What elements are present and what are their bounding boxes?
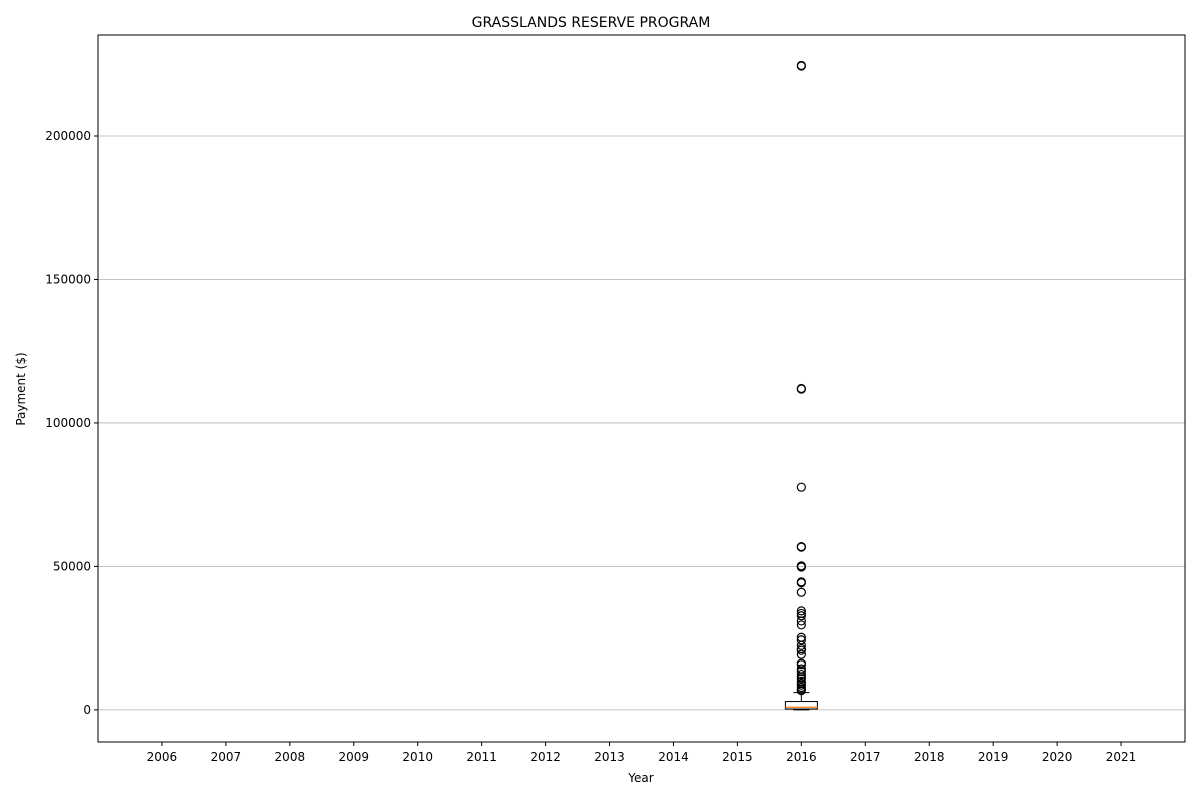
outlier-point <box>796 667 806 677</box>
x-tick-label: 2021 <box>1106 750 1137 764</box>
plot-frame <box>97 34 1186 743</box>
x-axis-label: Year <box>627 771 653 785</box>
outlier-point <box>796 645 806 655</box>
outlier-point <box>796 680 806 690</box>
x-tick-label: 2009 <box>338 750 369 764</box>
x-tick-label: 2013 <box>594 750 625 764</box>
x-tick-label: 2018 <box>914 750 945 764</box>
outlier-point <box>796 660 806 670</box>
outlier-point <box>796 611 806 621</box>
outlier-point <box>796 482 806 492</box>
x-tick-label: 2014 <box>658 750 689 764</box>
outlier-point <box>796 686 806 696</box>
boxplots <box>784 60 818 711</box>
outlier-point <box>796 669 806 680</box>
y-tick-label: 0 <box>83 703 91 717</box>
y-axis-label: Payment ($) <box>14 352 28 425</box>
x-tick-label: 2008 <box>275 750 306 764</box>
outlier-point <box>796 384 806 394</box>
x-tick-label: 2015 <box>722 750 753 764</box>
outlier-point <box>796 674 806 684</box>
outlier-point <box>796 562 806 572</box>
outlier-point <box>796 587 806 597</box>
x-tick-label: 2010 <box>402 750 433 764</box>
chart-title: GRASSLANDS RESERVE PROGRAM <box>472 15 711 31</box>
outlier-point <box>796 616 806 626</box>
outlier-point <box>796 578 806 588</box>
y-tick-label: 150000 <box>45 272 91 286</box>
y-tick-label: 200000 <box>45 129 91 143</box>
x-axis-ticks: 2006 2007 2008 2009 2010 2011 2012 2013 2014 2015… <box>147 742 1137 764</box>
x-tick-label: 2006 <box>147 750 178 764</box>
y-tick-label: 50000 <box>53 559 91 573</box>
x-tick-label: 2011 <box>466 750 497 764</box>
outlier-point <box>796 635 806 645</box>
x-tick-label: 2017 <box>850 750 881 764</box>
outlier-point <box>796 620 806 630</box>
iqr-box <box>784 701 818 710</box>
y-tick-label: 100000 <box>45 416 91 430</box>
gridlines <box>98 135 1185 711</box>
outlier-point <box>796 606 806 616</box>
outlier-point <box>796 640 806 650</box>
y-axis-ticks: 0 50000 100000 150000 200000 <box>45 129 98 717</box>
x-tick-label: 2016 <box>786 750 817 764</box>
x-tick-label: 2007 <box>211 750 242 764</box>
x-tick-label: 2012 <box>530 750 561 764</box>
x-tick-label: 2019 <box>978 750 1009 764</box>
outlier-point <box>796 649 806 659</box>
x-tick-label: 2020 <box>1042 750 1073 764</box>
outlier-point <box>796 61 806 71</box>
outlier-point <box>796 542 806 552</box>
